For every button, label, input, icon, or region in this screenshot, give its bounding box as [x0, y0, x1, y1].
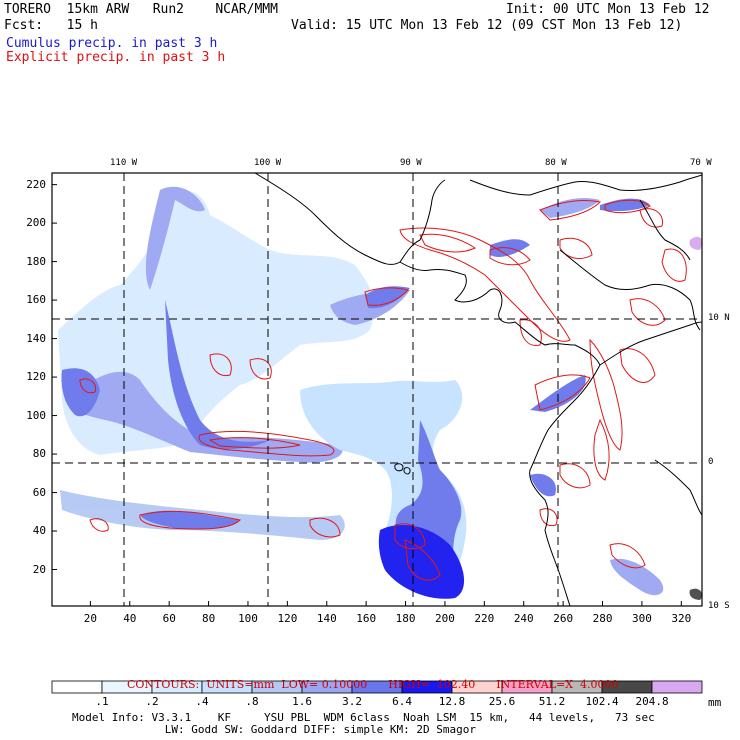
x-tick-label: 80	[201, 612, 216, 625]
legend-swatch	[51, 680, 103, 694]
x-tick-label: 300	[632, 612, 652, 625]
x-tick-label: 320	[671, 612, 692, 625]
legend-label: .8	[245, 695, 259, 708]
y-tick-label: 20	[32, 562, 47, 576]
contours-title: CONTOURS:	[127, 678, 200, 691]
model-info-line2: LW: Godd SW: Goddard DIFF: simple KM: 2D…	[72, 723, 476, 736]
x-tick-label: 60	[162, 612, 176, 625]
y-tick-label: 160	[26, 293, 47, 307]
legend-label: 51.2	[538, 695, 566, 708]
contours-high: HIGH= 102.40	[388, 678, 476, 691]
init-time: Init: 00 UTC Mon 13 Feb 12	[506, 2, 710, 17]
contours-interval: INTERVAL=X 4.0000	[496, 678, 619, 691]
forecast-hour: Fcst: 15 h	[4, 18, 98, 33]
legend-label: 102.4	[585, 695, 619, 708]
graticule	[52, 173, 702, 606]
lon-label-110w: 110 W	[110, 158, 138, 168]
y-tick-label: 120	[26, 370, 47, 384]
map-frame	[51, 172, 703, 607]
lon-label-70w: 70 W	[690, 158, 712, 168]
y-tick-label: 140	[26, 331, 47, 345]
legend-label: .1	[95, 695, 109, 708]
x-tick-label: 180	[395, 612, 416, 625]
x-tick-label: 200	[435, 612, 455, 625]
x-tick-label: 100	[238, 612, 258, 625]
legend-swatch	[651, 680, 703, 694]
legend-label: .4	[195, 695, 209, 708]
coastlines	[254, 173, 702, 606]
x-tick-label: 20	[83, 612, 98, 625]
legend-label: 3.2	[342, 695, 362, 708]
contours-info: CONTOURS: UNITS=mm LOW= 0.10000 HIGH= 10…	[120, 665, 618, 691]
explicit-precip-contours	[79, 199, 687, 581]
lon-label-100w: 100 W	[254, 158, 282, 168]
y-tick-label: 200	[26, 216, 47, 230]
lat-label-10s: 10 S	[708, 601, 730, 611]
x-tick-label: 260	[553, 612, 574, 625]
legend-colorbar	[51, 680, 703, 694]
lon-label-90w: 90 W	[400, 158, 422, 168]
x-tick-label: 120	[277, 612, 298, 625]
model-title: TORERO 15km ARW Run2 NCAR/MMM	[4, 2, 278, 17]
contours-low: LOW= 0.10000	[281, 678, 368, 691]
y-tick-label: 60	[32, 485, 47, 499]
legend-label: 6.4	[392, 695, 412, 708]
legend-label: 12.8	[438, 695, 466, 708]
x-tick-label: 140	[316, 612, 337, 625]
explicit-label: Explicit precip. in past 3 h	[6, 50, 226, 65]
legend-label: 1.6	[292, 695, 312, 708]
cumulus-label: Cumulus precip. in past 3 h	[6, 36, 218, 51]
y-tick-label: 180	[26, 254, 47, 268]
lat-label-10n: 10 N	[708, 313, 730, 323]
x-tick-label: 160	[356, 612, 377, 625]
y-tick-label: 220	[26, 177, 47, 191]
legend-label: 204.8	[635, 695, 669, 708]
y-tick-label: 100	[26, 408, 47, 422]
x-tick-label: 280	[592, 612, 613, 625]
x-tick-label: 40	[123, 612, 137, 625]
y-tick-label: 40	[32, 524, 47, 538]
model-info-line1: Model Info: V3.3.1 KF YSU PBL WDM 6class…	[72, 711, 655, 724]
x-tick-label: 220	[474, 612, 495, 625]
legend-label: .2	[145, 695, 159, 708]
y-tick-label: 80	[32, 447, 47, 461]
legend-label: 25.6	[488, 695, 516, 708]
legend-unit: mm	[708, 696, 722, 709]
valid-time: Valid: 15 UTC Mon 13 Feb 12 (09 CST Mon …	[291, 18, 683, 33]
x-tick-label: 240	[513, 612, 534, 625]
contours-units: UNITS=mm	[206, 678, 275, 691]
lat-label-0: 0	[708, 457, 714, 467]
lon-label-80w: 80 W	[545, 158, 567, 168]
